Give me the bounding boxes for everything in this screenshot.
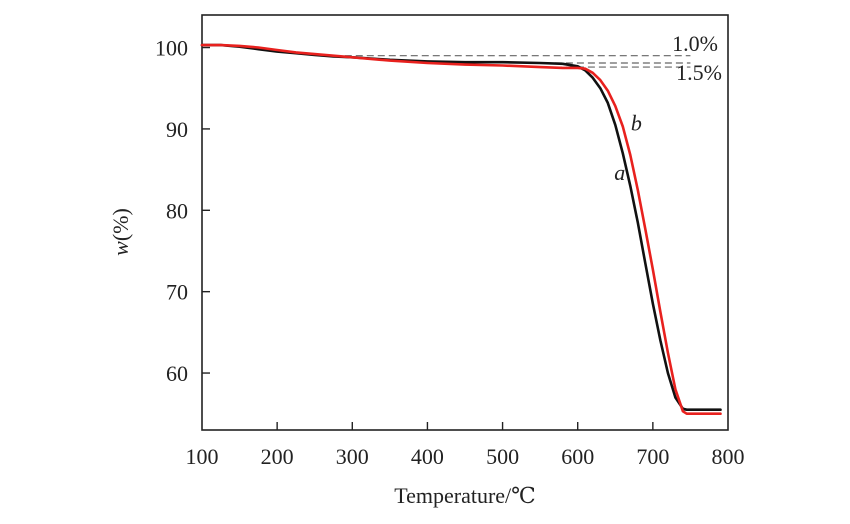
x-tick-label: 600 bbox=[561, 444, 594, 469]
x-tick-label: 500 bbox=[486, 444, 519, 469]
x-tick-label: 800 bbox=[712, 444, 745, 469]
y-tick-label: 60 bbox=[166, 361, 188, 386]
series-line-a bbox=[200, 43, 722, 412]
y-tick-label: 70 bbox=[166, 280, 188, 305]
x-tick-label: 700 bbox=[636, 444, 669, 469]
series-label-b: b bbox=[631, 111, 642, 136]
y-tick-label: 80 bbox=[166, 198, 188, 223]
series-lines bbox=[200, 43, 722, 416]
x-tick-label: 300 bbox=[336, 444, 369, 469]
y-axis-title: w(%) bbox=[108, 208, 133, 256]
x-tick-label: 400 bbox=[411, 444, 444, 469]
series-labels: ab bbox=[614, 111, 642, 186]
annotation-1-5-percent: 1.5% bbox=[676, 60, 722, 85]
series-line-b bbox=[200, 43, 722, 416]
annotation-1-0-percent: 1.0% bbox=[672, 31, 718, 56]
reference-labels: 1.0% 1.5% bbox=[672, 31, 722, 85]
series-label-a: a bbox=[614, 160, 625, 185]
y-tick-label: 100 bbox=[155, 36, 188, 61]
axis-ticks: 100 200 300 400 500 600 700 800 60 70 80 90 100 bbox=[155, 36, 745, 469]
y-tick-label: 90 bbox=[166, 117, 188, 142]
x-tick-label: 200 bbox=[261, 444, 294, 469]
x-tick-label: 100 bbox=[186, 444, 219, 469]
x-axis-title: Temperature/℃ bbox=[394, 483, 536, 508]
plot-frame bbox=[201, 14, 729, 431]
